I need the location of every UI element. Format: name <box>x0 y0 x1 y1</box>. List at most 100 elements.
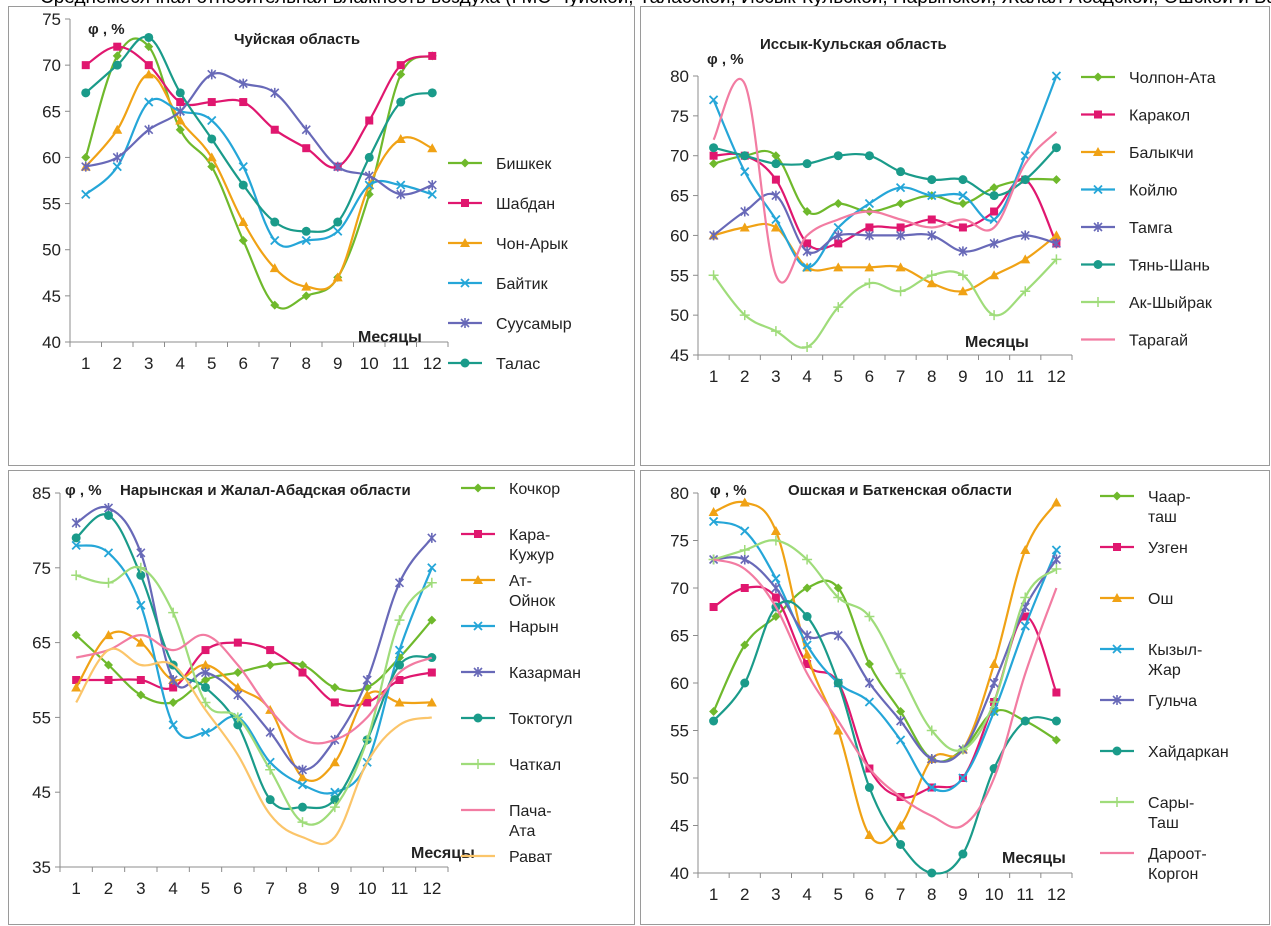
series-казарман-marker <box>233 689 243 700</box>
series-рават <box>75 647 433 846</box>
series-ак-шыйрак-marker <box>1020 286 1031 297</box>
legend-entry-кара-кужур-label: Кара-Кужур <box>509 527 554 564</box>
y-tick-label: 70 <box>670 147 689 166</box>
series-токтогул-marker <box>136 570 146 580</box>
series-шабдан-marker <box>207 98 216 107</box>
legend-entry-казарман: Казарман <box>461 665 581 682</box>
series-чаар-таш-marker <box>771 612 781 621</box>
chart-panel-osh: 40 45 50 55 60 65 70 75 80 1 2 3 4 5 6 7 8 9 10 11 12 φ , % Ош… <box>640 470 1270 925</box>
series-токтогул <box>71 510 437 812</box>
series-койлю-line <box>712 75 1058 269</box>
series-талас-marker <box>81 88 91 98</box>
legend-entry-нарын-label: Нарын <box>509 619 559 636</box>
series-хайдаркан-marker <box>709 716 719 726</box>
series-кара-кужур-marker <box>136 676 145 684</box>
series-балыкчи-marker <box>895 262 906 272</box>
series-узген-marker <box>803 660 812 668</box>
series-шабдан-marker <box>81 61 90 70</box>
series-кызыл-жар-marker <box>958 773 968 783</box>
y-tick-label: 55 <box>32 708 51 727</box>
legend-entry-кара-кужур-marker <box>474 530 482 538</box>
series-чаткал-marker <box>297 817 308 828</box>
legend-entry-суусамыр-label: Суусамыр <box>496 316 572 333</box>
series-хайдаркан-marker <box>740 678 750 688</box>
series-хайдаркан-marker <box>896 840 906 849</box>
legend-entry-пача-ата-label: Пача-Ата <box>509 803 552 840</box>
series-ош-marker <box>864 830 875 839</box>
chart-title: Нарынская и Жалал-Абадская области <box>120 482 411 499</box>
x-tick-label: 6 <box>865 367 874 386</box>
series-ош-marker <box>833 725 844 735</box>
x-tick-label: 1 <box>709 367 718 386</box>
series-нарын-marker <box>297 780 308 790</box>
series-гульча-marker <box>989 678 999 688</box>
series-сары-таш-marker <box>1051 564 1062 574</box>
series-нарын-marker <box>168 720 178 730</box>
series-токтогул-marker <box>298 802 307 812</box>
legend-entry-гульча: Гульча <box>1100 693 1197 710</box>
x-tick-label: 6 <box>865 885 874 904</box>
series-бишкек-marker <box>81 152 91 162</box>
series-суусамыр-marker <box>364 170 374 181</box>
series-талас-marker <box>207 134 217 144</box>
series-балыкчи-marker <box>833 262 844 272</box>
series-талас-marker <box>364 152 374 162</box>
series-каракол-marker <box>990 207 999 216</box>
series-кара-кужур-marker <box>104 676 113 684</box>
series-талас-marker <box>427 88 437 98</box>
legend-entry-байтик: Байтик <box>448 276 549 293</box>
legend-entry-сары-таш-marker <box>1112 797 1122 807</box>
x-tick-label: 12 <box>1047 367 1066 386</box>
y-tick-label: 60 <box>670 674 689 693</box>
series-хайдаркан-marker <box>802 612 812 621</box>
x-tick-label: 11 <box>1016 367 1034 386</box>
series-гульча-marker <box>896 716 906 726</box>
legend-entry-тарагай: Тарагай <box>1081 333 1188 350</box>
series-кара-кужур-marker <box>233 638 242 647</box>
x-tick-label: 6 <box>239 354 248 373</box>
series-нарын-marker <box>200 727 211 737</box>
y-tick-label: 75 <box>42 10 61 29</box>
series-ак-шыйрак-marker <box>739 310 750 321</box>
y-tick-label: 60 <box>42 148 61 167</box>
series-тянь-шань-marker <box>927 175 937 185</box>
series-чон-арык-marker <box>395 133 406 143</box>
series-казарман-marker <box>136 547 146 558</box>
series-кара-кужур-marker <box>72 676 81 684</box>
series-ак-шыйрак <box>708 254 1062 353</box>
series-ош-marker <box>989 659 1000 668</box>
series-койлю-marker <box>958 190 968 201</box>
series-тамга-marker <box>1051 238 1061 249</box>
legend-entry-ак-шыйрак-marker <box>1093 297 1103 307</box>
series-бишкек-marker <box>207 162 217 172</box>
series-чолпон-ата-marker <box>989 183 999 193</box>
series-ат-ойнок-marker <box>329 757 340 767</box>
x-tick-label: 12 <box>422 879 441 898</box>
series-кара-кужур-marker <box>395 676 404 684</box>
series-сары-таш-marker <box>833 592 844 603</box>
series-кочкор-marker <box>71 630 81 640</box>
series-кочкор-marker <box>233 668 243 678</box>
legend-entry-тамга-marker <box>1093 222 1103 232</box>
series-кызыл-жар <box>708 516 1062 793</box>
series-казарман <box>71 502 437 775</box>
series-гульча-marker <box>740 554 750 565</box>
series-ак-шыйрак-marker <box>802 342 813 353</box>
series-суусамыр-marker <box>207 69 217 80</box>
series-талас-marker <box>301 226 311 236</box>
series-узген-marker <box>1052 688 1061 697</box>
legend-entry-токтогул-label: Токтогул <box>509 711 572 728</box>
legend-entry-шабдан: Шабдан <box>448 196 555 213</box>
series-бишкек-marker <box>112 51 122 61</box>
series-сары-таш-marker <box>926 725 937 736</box>
series-бишкек <box>81 37 437 310</box>
legend-entry-каракол-label: Каракол <box>1129 108 1190 125</box>
x-tick-label: 9 <box>333 354 342 373</box>
x-tick-label: 5 <box>201 879 210 898</box>
series-group <box>80 32 438 310</box>
series-кара-кужур-marker <box>330 698 339 707</box>
series-кара-кужур <box>72 638 436 708</box>
legend-entry-чон-арык: Чон-Арык <box>448 236 569 253</box>
x-tick-label: 4 <box>176 354 185 373</box>
